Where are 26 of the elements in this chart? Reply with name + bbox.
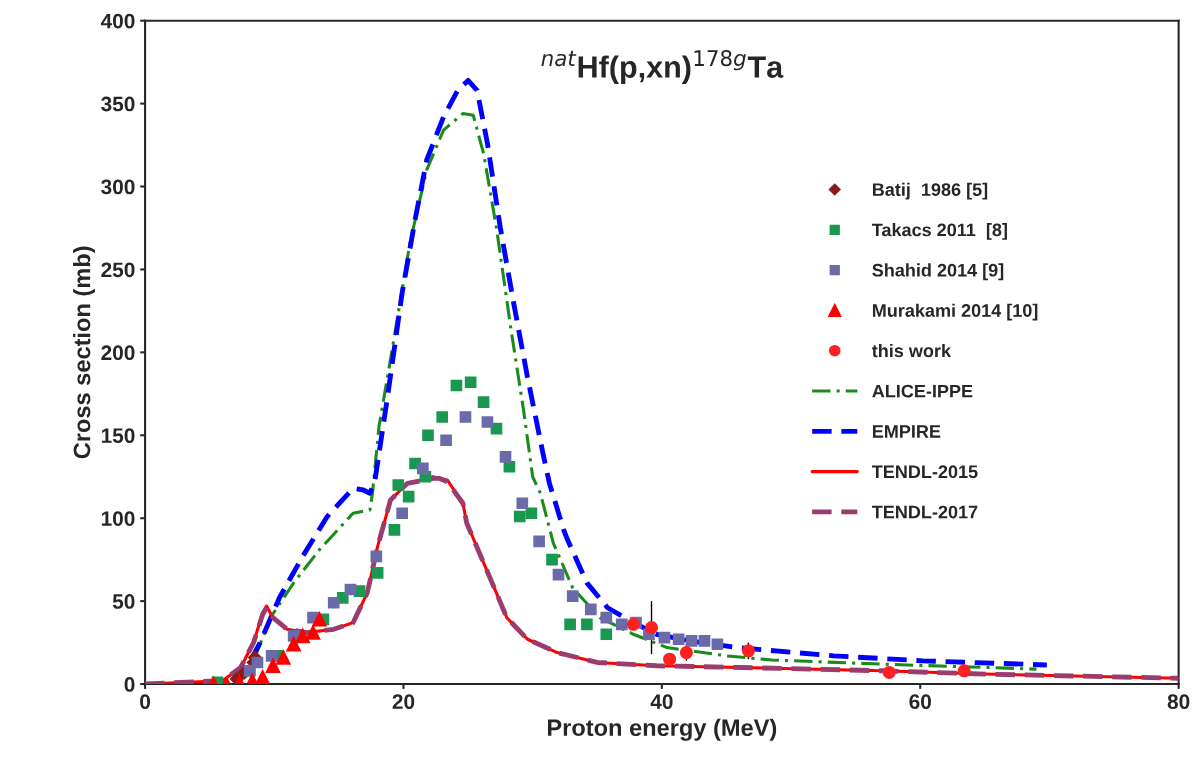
legend-label: TENDL-2017	[871, 505, 978, 519]
legend-label: Takacs 2011 [8]	[871, 223, 1007, 240]
legend-label: Murakami 2014 [10]	[872, 303, 1038, 321]
x-axis-title: Proton energy (MeV)	[547, 718, 777, 741]
y-tick-label: 0	[124, 677, 135, 692]
x-tick-label: 0	[140, 694, 151, 710]
x-tick-label: 20	[392, 694, 415, 710]
legend-label: EMPIRE	[872, 425, 941, 438]
legend-label: Batij 1986 [5]	[872, 182, 988, 200]
x-tick-label: 40	[650, 694, 673, 710]
legend-label: TENDL-2015	[871, 465, 978, 479]
y-tick-label: 300	[101, 179, 135, 195]
y-tick-label: 400	[100, 13, 135, 29]
y-tick-label: 250	[101, 262, 135, 278]
legend-label: Shahid 2014 [9]	[872, 263, 1004, 281]
legend-label: this work	[871, 343, 952, 358]
legend-label: ALICE-IPPE	[872, 384, 973, 398]
y-tick-label: 200	[101, 345, 135, 361]
y-tick-label: 50	[112, 594, 135, 609]
text: $^{nat}$Hf(p,xn)$^{178g}$Ta	[541, 50, 784, 84]
y-tick-label: 350	[101, 96, 135, 112]
x-tick-label: 60	[909, 694, 931, 710]
y-tick-label: 150	[101, 428, 135, 444]
x-tick-label: 80	[1167, 694, 1190, 710]
y-axis-title: Cross section (mb)	[73, 246, 96, 459]
y-tick-label: 100	[101, 511, 135, 526]
